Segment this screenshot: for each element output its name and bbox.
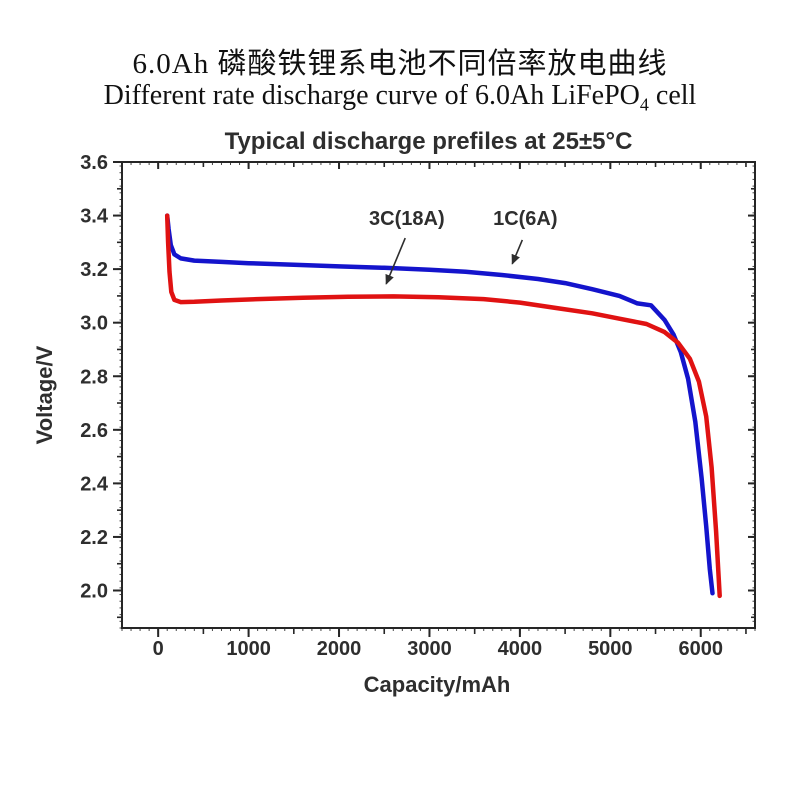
annotation-label-3c-18a-: 3C(18A) bbox=[369, 208, 445, 230]
curve-1c-6a- bbox=[164, 213, 715, 596]
y-tick-label: 3.6 bbox=[80, 152, 108, 174]
y-tick-label: 2.4 bbox=[80, 473, 109, 495]
x-tick-label: 4000 bbox=[498, 638, 543, 660]
minor-ticks bbox=[117, 161, 755, 634]
title-english-subscript: 4 bbox=[639, 94, 649, 115]
y-tick-label: 3.2 bbox=[80, 259, 108, 281]
y-tick-label: 3.4 bbox=[80, 206, 109, 228]
title-chinese: 6.0Ah 磷酸铁锂系电池不同倍率放电曲线 bbox=[132, 48, 668, 80]
y-tick-label: 2.0 bbox=[80, 581, 108, 603]
annotation-label-1c-6a-: 1C(6A) bbox=[493, 208, 557, 230]
chart-title: Typical discharge prefiles at 25±5°C bbox=[225, 128, 633, 155]
x-tick-label: 6000 bbox=[678, 638, 723, 660]
y-tick-label: 2.8 bbox=[80, 366, 108, 388]
x-axis-label: Capacity/mAh bbox=[364, 672, 511, 697]
y-tick-label: 2.2 bbox=[80, 527, 108, 549]
x-tick-label: 0 bbox=[153, 638, 164, 660]
title-english-prefix: Different rate discharge curve of 6.0Ah … bbox=[103, 80, 640, 111]
title-english-suffix: cell bbox=[648, 80, 697, 111]
major-ticks: 0 1000 2000 3000 4000 5000 6000 2.0 2.2 2.4 2.6 2.8… bbox=[80, 152, 755, 660]
x-tick-label: 2000 bbox=[317, 638, 362, 660]
annotation-arrow-1c-6a- bbox=[511, 239, 524, 265]
y-tick-label: 2.6 bbox=[80, 420, 108, 442]
title-english: Different rate discharge curve of 6.0Ah … bbox=[0, 80, 800, 116]
annotation-arrow-3c-18a- bbox=[385, 237, 406, 285]
x-tick-label: 3000 bbox=[407, 638, 452, 660]
x-tick-label: 5000 bbox=[588, 638, 633, 660]
y-axis-label: Voltage/V bbox=[32, 345, 57, 444]
y-tick-label: 3.0 bbox=[80, 313, 108, 335]
curve-3c-18a- bbox=[164, 213, 722, 599]
x-tick-label: 1000 bbox=[226, 638, 271, 660]
micro-ticks bbox=[119, 162, 756, 631]
plot-frame bbox=[121, 161, 756, 629]
